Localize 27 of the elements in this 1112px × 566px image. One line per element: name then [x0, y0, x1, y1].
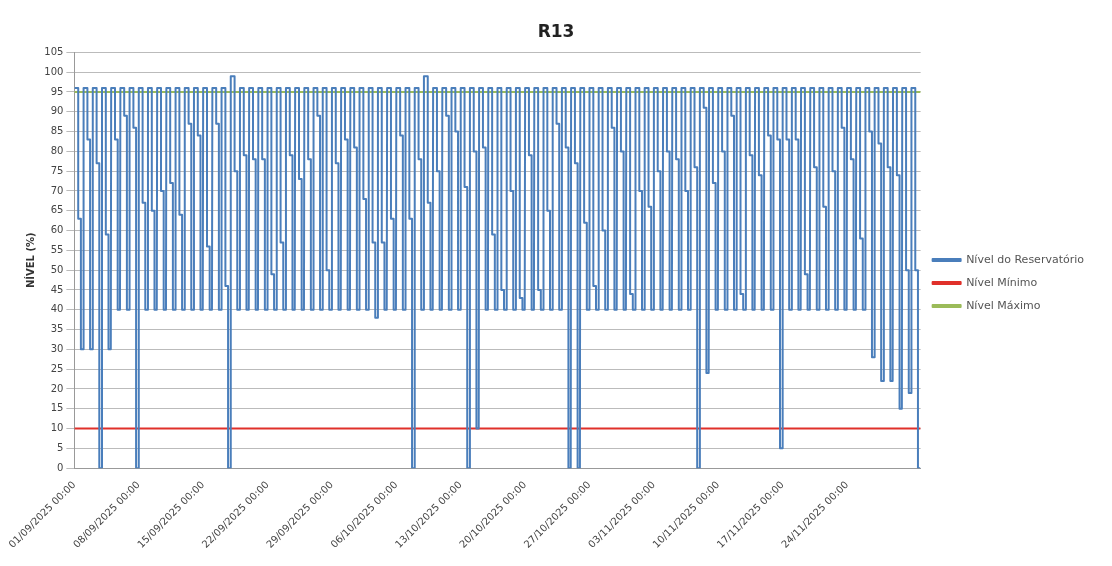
y-tick-label: 85 — [50, 125, 64, 137]
y-tick-label: 55 — [50, 243, 64, 255]
y-tick-label: 35 — [50, 323, 64, 335]
y-tick-label: 40 — [50, 303, 64, 315]
legend-label: Nível Máximo — [966, 298, 1041, 312]
y-tick-label: 10 — [50, 422, 64, 434]
y-tick-label: 65 — [50, 204, 64, 216]
y-tick-label: 30 — [50, 342, 64, 354]
y-tick-label: 75 — [50, 164, 64, 176]
y-tick-label: 25 — [50, 362, 64, 374]
y-tick-label: 5 — [57, 441, 64, 453]
y-tick-label: 80 — [50, 144, 64, 156]
y-tick-label: 45 — [50, 283, 64, 295]
y-tick-label: 60 — [50, 224, 64, 236]
legend-label: Nível do Reservatório — [966, 252, 1085, 266]
y-tick-label: 50 — [50, 263, 64, 275]
y-tick-label: 0 — [57, 461, 64, 473]
chart-title: R13 — [537, 20, 575, 41]
y-tick-label: 70 — [50, 184, 64, 196]
y-tick-label: 20 — [50, 382, 64, 394]
y-tick-label: 90 — [50, 105, 64, 117]
y-tick-label: 105 — [44, 45, 64, 57]
legend-label: Nível Mínimo — [966, 275, 1038, 289]
y-tick-label: 100 — [44, 65, 64, 77]
y-tick-label: 15 — [50, 402, 64, 414]
y-tick-label: 95 — [50, 85, 64, 97]
y-axis-title: NÍVEL (%) — [23, 232, 36, 289]
